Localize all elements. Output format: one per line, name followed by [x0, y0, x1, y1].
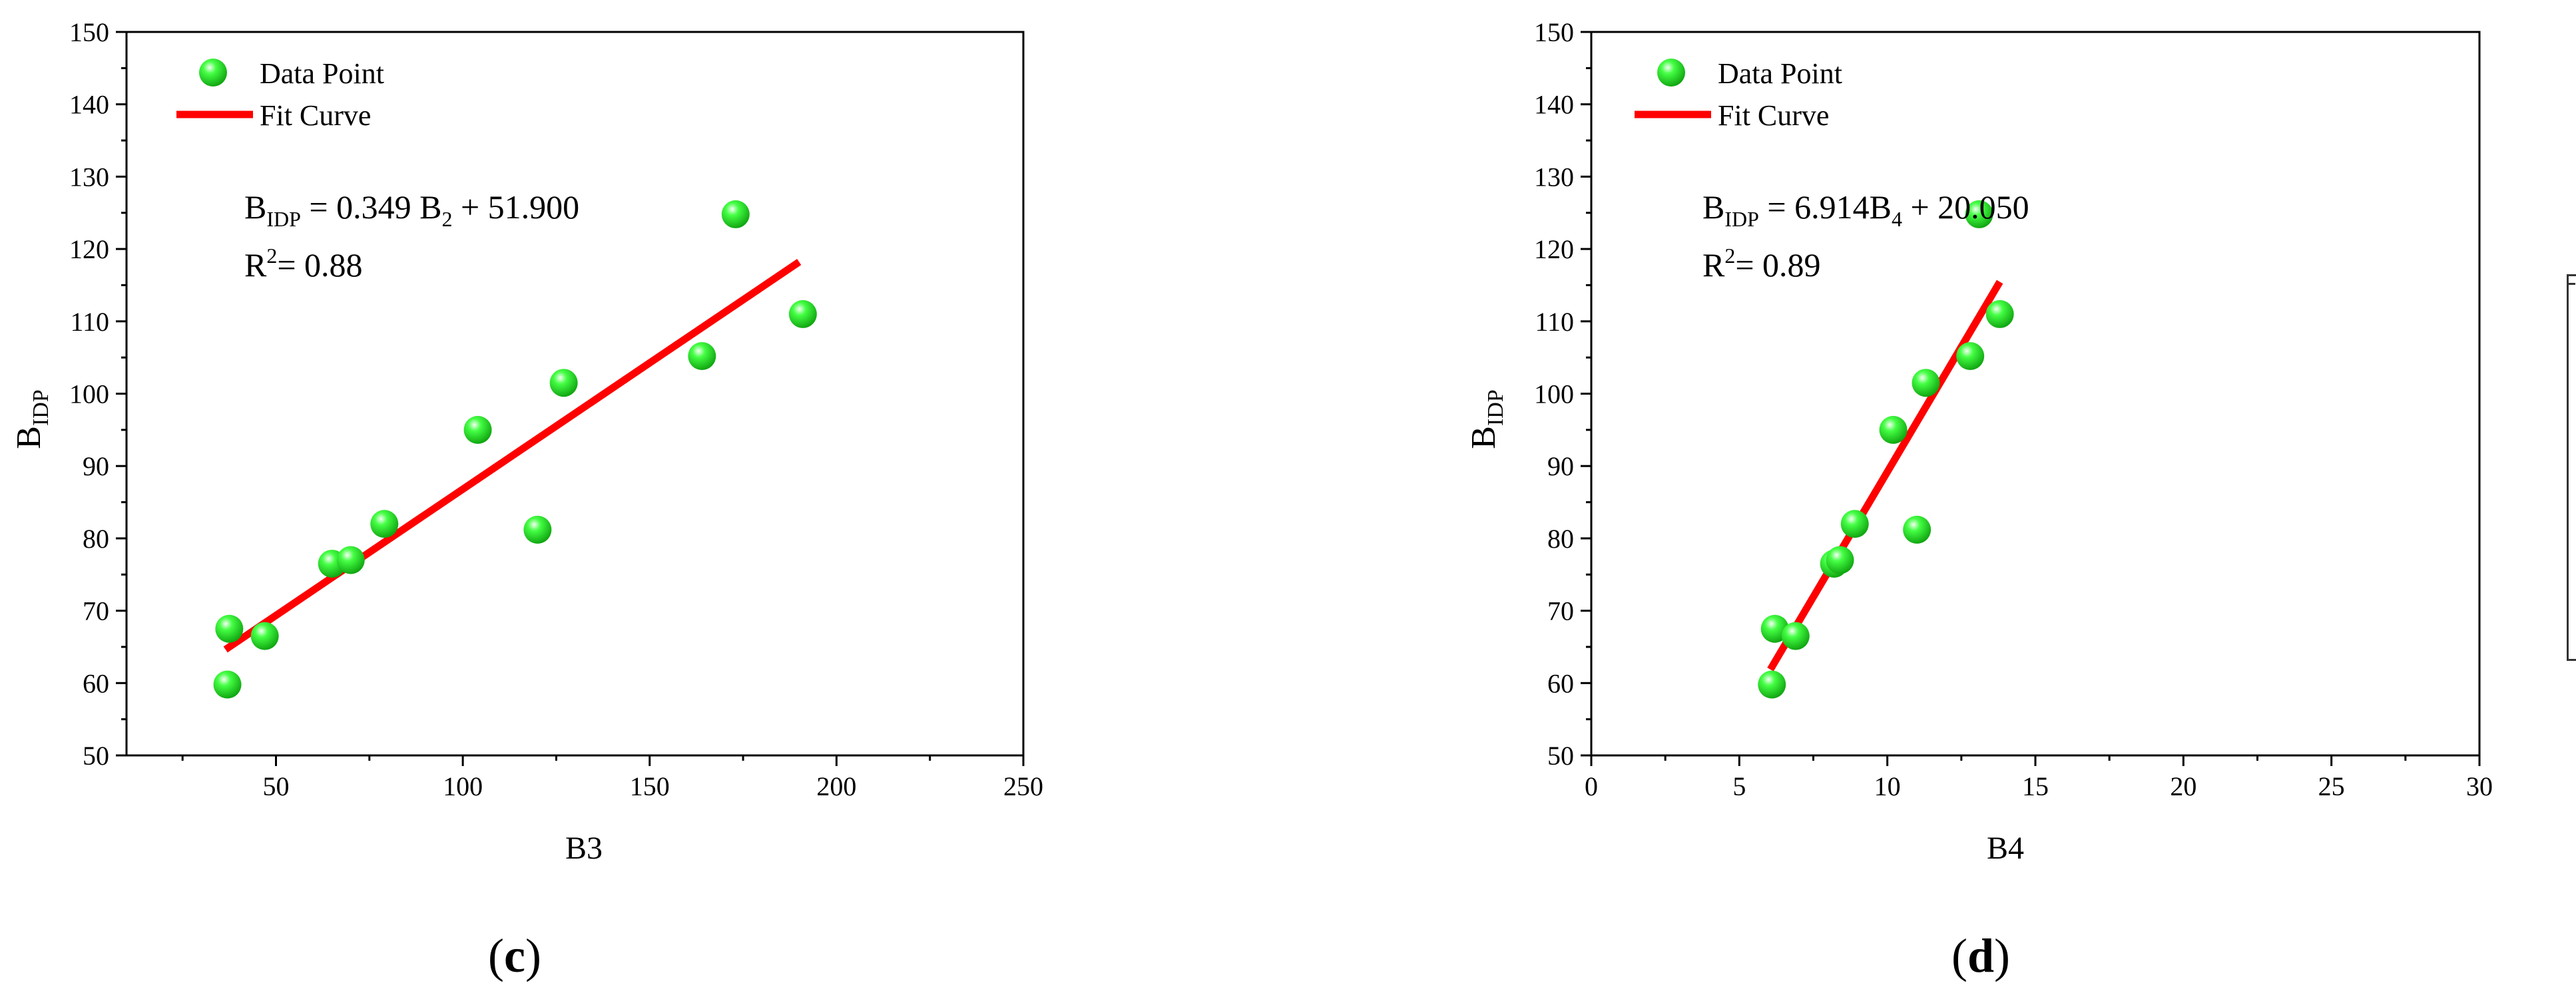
fit-curve-line [223, 259, 802, 653]
legend-point-label: Data Point [1718, 57, 1842, 90]
panel-c-caption: (c) [488, 929, 541, 982]
data-point [1956, 341, 1985, 370]
x-tick-label: 150 [630, 771, 670, 801]
y-tick-label: 60 [83, 668, 109, 698]
data-point [688, 341, 716, 370]
panel-d-chart: 0 5 10 15 20 25 30 50 60 70 80 90 100 110 120 130 140 150… [1465, 17, 2493, 866]
y-tick-label: 150 [69, 17, 109, 47]
data-point [1758, 670, 1786, 699]
data-point [1826, 546, 1854, 574]
y-tick-label: 130 [1534, 162, 1574, 192]
data-point [250, 622, 279, 650]
data-point [788, 300, 817, 328]
x-tick-label: 100 [443, 771, 483, 801]
data-point [721, 200, 750, 228]
x-tick-label: 30 [2466, 771, 2493, 801]
data-point [1912, 369, 1940, 397]
y-tick-label: 80 [1547, 524, 1574, 554]
legend: Data Point Fit Curve [1635, 57, 1842, 132]
x-tick-label: 25 [2318, 771, 2345, 801]
legend-point-marker [199, 59, 227, 87]
legend-fit-label: Fit Curve [260, 99, 371, 132]
r-squared: R2= 0.89 [1702, 244, 1821, 284]
y-tick-label: 60 [1547, 668, 1574, 698]
plot-frame [1590, 31, 2481, 757]
y-tick-label: 80 [83, 524, 109, 554]
data-point [215, 614, 244, 643]
x-tick-label: 0 [1585, 771, 1598, 801]
y-tick-label: 140 [69, 90, 109, 120]
y-tick-label: 90 [83, 451, 109, 481]
x-tick-label: 10 [1874, 771, 1901, 801]
x-tick-label: 250 [1003, 771, 1043, 801]
x-tick-label: 15 [2022, 771, 2049, 801]
y-tick-label: 50 [1547, 741, 1574, 771]
legend-point-marker [1657, 59, 1685, 87]
y-tick-label: 110 [1535, 307, 1574, 337]
y-tick-label: 110 [70, 307, 109, 337]
panel-c-chart: 50 100 150 200 250 50 60 70 80 90 100 110 120 130 140 1… [10, 17, 1043, 866]
fit-curve-line [1767, 280, 2003, 672]
data-point [336, 546, 365, 574]
data-point [1965, 200, 1993, 228]
y-tick-label: 100 [1534, 379, 1574, 409]
data-point [1879, 415, 1908, 444]
x-axis-label: B3 [565, 831, 603, 866]
data-point [1781, 622, 1810, 650]
y-tick-label: 120 [69, 234, 109, 264]
y-axis-label: BIDP [1465, 389, 1508, 449]
y-tick-label: 150 [1534, 17, 1574, 47]
x-tick-label: 5 [1732, 771, 1746, 801]
data-point [463, 415, 492, 444]
y-tick-label: 70 [1547, 596, 1574, 626]
data-point [1903, 515, 1932, 544]
x-tick-label: 50 [263, 771, 290, 801]
data-point [549, 369, 578, 397]
panel-d-caption: (d) [1951, 929, 2011, 982]
data-point [1840, 510, 1869, 538]
y-tick-label: 120 [1534, 234, 1574, 264]
y-tick-label: 140 [1534, 90, 1574, 120]
x-axis-label: B4 [1987, 831, 2024, 866]
y-tick-label: 70 [83, 596, 109, 626]
data-point [370, 510, 399, 538]
data-point [523, 515, 552, 544]
y-tick-label: 50 [83, 741, 109, 771]
legend-fit-label: Fit Curve [1718, 99, 1829, 132]
y-tick-label: 130 [69, 162, 109, 192]
cropped-frame-fragment [2567, 274, 2576, 661]
fit-equation: BIDP = 6.914B4 + 20.050 [1702, 188, 2029, 231]
data-point [1985, 300, 2014, 328]
legend: Data Point Fit Curve [176, 57, 384, 132]
x-tick-label: 200 [816, 771, 856, 801]
y-tick-label: 90 [1547, 451, 1574, 481]
fit-equation: BIDP = 0.349 B2 + 51.900 [244, 188, 579, 231]
r-squared: R2= 0.88 [244, 244, 363, 284]
legend-point-label: Data Point [260, 57, 384, 90]
x-tick-label: 20 [2170, 771, 2196, 801]
data-point [213, 670, 242, 699]
y-axis-label: BIDP [10, 389, 53, 449]
cropped-tick [2569, 283, 2575, 285]
y-tick-label: 100 [69, 379, 109, 409]
